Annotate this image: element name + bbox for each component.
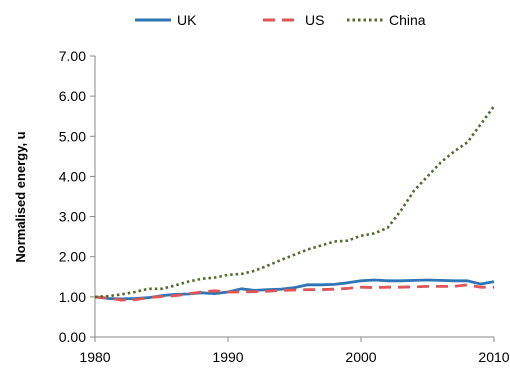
x-tick-label: 2000	[345, 349, 376, 365]
series-line-us	[94, 283, 494, 302]
series-layer	[94, 105, 496, 302]
legend-label-uk: UK	[177, 12, 197, 28]
y-tick-label: 3.00	[59, 209, 86, 225]
y-axis-label: Normalised energy, u	[13, 131, 28, 262]
x-axis: 1980 1990 2000 2010	[79, 336, 510, 365]
y-tick-label: 6.00	[59, 88, 86, 104]
legend-label-us: US	[305, 12, 324, 28]
y-tick-label: 7.00	[59, 48, 86, 64]
x-tick-label: 2010	[478, 349, 509, 365]
y-tick-label: 1.00	[59, 289, 86, 305]
x-tick-label: 1980	[79, 349, 110, 365]
y-tick-label: 2.00	[59, 249, 86, 265]
y-tick-label: 4.00	[59, 168, 86, 184]
legend: UK US China	[135, 12, 426, 28]
y-tick-label: 0.00	[59, 329, 86, 345]
y-tick-label: 5.00	[59, 128, 86, 144]
legend-label-china: China	[389, 12, 426, 28]
y-axis: 0.00 1.00 2.00 3.00 4.00 5.00 6.00 7.00	[59, 48, 96, 345]
x-tick-label: 1990	[212, 349, 243, 365]
series-line-china	[94, 105, 496, 299]
